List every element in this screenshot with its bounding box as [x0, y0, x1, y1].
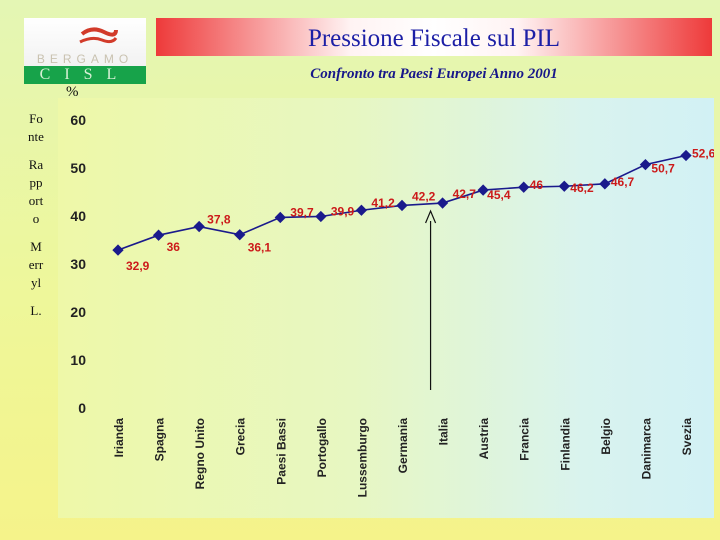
data-point-marker	[396, 199, 408, 212]
bergamo-cisl-logo: BERGAMO CISL	[24, 18, 146, 84]
x-category-label: Finlandia	[558, 418, 572, 471]
source-note-word: Fonte	[28, 111, 44, 144]
data-label: 32,9	[126, 259, 150, 273]
data-label: 36	[167, 240, 181, 254]
data-point-marker	[112, 244, 124, 256]
x-category-label: Svezia	[680, 418, 694, 456]
data-point-marker	[274, 211, 286, 224]
source-note: Fonte Rapporto Merryl L.	[28, 110, 44, 320]
data-label: 39,7	[290, 205, 314, 219]
data-point-marker	[518, 181, 530, 193]
y-tick-label: 20	[70, 304, 86, 320]
data-label: 46,2	[570, 181, 594, 195]
data-label: 50,7	[651, 162, 675, 176]
data-label: 42,2	[412, 189, 436, 203]
data-label: 36,1	[248, 241, 272, 255]
source-note-word: Merryl	[28, 239, 44, 290]
data-point-marker	[355, 204, 368, 216]
x-category-label: Danimarca	[639, 418, 653, 480]
data-point-marker	[558, 180, 570, 192]
y-tick-label: 40	[70, 208, 86, 224]
x-category-label: Grecia	[234, 418, 248, 456]
x-category-label: Regno Unito	[193, 418, 207, 489]
data-label: 42,7	[453, 187, 477, 201]
data-point-marker	[599, 178, 611, 190]
y-tick-label: 30	[70, 256, 86, 272]
x-category-label: Paesi Bassi	[274, 418, 288, 485]
data-point-marker	[152, 229, 165, 241]
x-category-label: Spagna	[153, 418, 167, 462]
x-category-label: Italia	[437, 418, 451, 446]
data-point-marker	[680, 149, 692, 162]
logo-org-text: CISL	[39, 66, 131, 83]
data-label: 41,2	[371, 196, 395, 210]
data-point-marker	[193, 220, 205, 233]
page-subtitle: Confronto tra Paesi Europei Anno 2001	[310, 66, 558, 82]
x-category-label: Portogallo	[315, 418, 329, 477]
x-category-label: Lussemburgo	[355, 418, 369, 497]
data-label: 45,4	[487, 188, 511, 202]
data-label: 46	[530, 178, 544, 192]
data-label: 37,8	[207, 213, 231, 227]
logo-city-text: BERGAMO	[36, 52, 134, 66]
data-point-marker	[315, 210, 327, 223]
annotation-arrow-head	[425, 209, 437, 224]
data-label: 39,9	[331, 204, 355, 218]
x-category-label: Germania	[396, 418, 410, 474]
x-category-label: Francia	[518, 418, 532, 461]
data-point-marker	[234, 229, 246, 241]
source-note-word: Rapporto	[28, 157, 44, 226]
title-band	[156, 18, 712, 56]
x-category-label: Belgio	[599, 418, 613, 455]
chart-plot-area: 0 10 20 30 40 50 60 32,9 36 37,8 36,1 39,7 39,9 41,2 4…	[58, 98, 714, 518]
y-tick-label: 60	[70, 112, 86, 128]
data-point-marker	[639, 158, 652, 171]
y-tick-label: 0	[78, 400, 86, 416]
source-note-word: L.	[30, 303, 42, 318]
x-category-label: Austria	[477, 418, 491, 460]
logo-emblem-icon	[79, 27, 118, 44]
y-tick-label: 50	[70, 160, 86, 176]
line-chart: 0 10 20 30 40 50 60 32,9 36 37,8 36,1 39,7 39,9 41,2 4…	[70, 112, 714, 497]
data-point-marker	[436, 197, 449, 209]
data-label: 52,6	[692, 147, 714, 161]
unit-label: %	[66, 84, 79, 100]
page-title: Pressione Fiscale sul PIL	[307, 25, 561, 52]
y-tick-label: 10	[70, 352, 86, 368]
data-label: 46,7	[611, 175, 635, 189]
x-category-label: Irianda	[112, 418, 126, 458]
